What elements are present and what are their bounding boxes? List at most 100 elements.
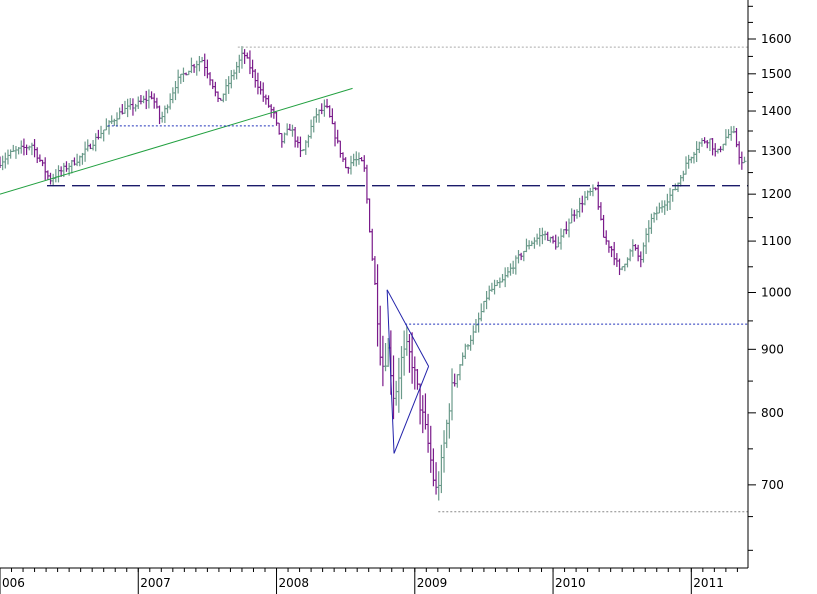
ohlc-bar [676, 182, 681, 193]
ohlc-bar [107, 120, 112, 135]
ohlc-bar [479, 303, 484, 322]
ohlc-bar [644, 228, 649, 255]
ohlc-bar [250, 59, 255, 78]
y-tick-label: 700 [761, 478, 784, 492]
ohlc-bar [487, 285, 492, 301]
ohlc-bar [237, 54, 242, 73]
ohlc-bar [32, 139, 37, 158]
ohlc-bar [511, 260, 516, 274]
ohlc-bar [564, 221, 569, 235]
ohlc-bar [362, 155, 367, 172]
ohlc-bar [691, 151, 696, 164]
ohlc-bar [582, 191, 587, 206]
ohlc-bar [439, 444, 444, 494]
plot-area [0, 46, 747, 501]
ohlc-bar [208, 72, 213, 86]
ohlc-bar [396, 357, 401, 413]
ohlc-bar [130, 98, 135, 116]
ohlc-bar [80, 152, 85, 165]
ohlc-bar [96, 129, 101, 140]
ohlc-bar [229, 70, 234, 89]
ohlc-bar [343, 157, 348, 169]
ohlc-bar [114, 112, 119, 127]
ohlc-bar [274, 111, 279, 126]
ohlc-bar [269, 104, 274, 118]
x-tick-label: 006 [2, 576, 25, 590]
ohlc-bar [535, 233, 540, 245]
ohlc-bar [160, 111, 165, 123]
ohlc-bar [0, 156, 2, 168]
ohlc-bar [29, 142, 34, 156]
ohlc-bar [556, 236, 561, 248]
ohlc-bar [173, 81, 178, 101]
ohlc-bar [3, 152, 8, 169]
ohlc-bar [450, 368, 455, 421]
ohlc-bar [53, 169, 58, 183]
x-tick-label: 2008 [279, 576, 310, 590]
ohlc-bar [489, 282, 494, 292]
ohlc-bar [255, 72, 260, 95]
ohlc-bar [622, 263, 627, 272]
ohlc-bar [699, 138, 704, 147]
ohlc-bar [521, 250, 526, 262]
ohlc-bar [19, 140, 24, 154]
ohlc-bar [410, 332, 415, 384]
ohlc-bar [117, 107, 122, 120]
ohlc-bar [606, 240, 611, 253]
ohlc-bar [231, 69, 236, 80]
ohlc-bar [319, 103, 324, 115]
ohlc-bar [465, 343, 470, 350]
y-tick-label: 1200 [761, 187, 792, 201]
ohlc-bar [45, 170, 50, 180]
ohlc-bar [418, 383, 423, 425]
ohlc-bar [721, 143, 726, 151]
ohlc-bar [447, 403, 452, 439]
ohlc-bar [277, 122, 282, 135]
ohlc-bar [649, 213, 654, 234]
ohlc-bar [13, 145, 18, 159]
ohlc-bar [24, 144, 29, 156]
ohlc-bar [83, 141, 88, 162]
ohlc-bar [239, 46, 244, 69]
x-tick-label: 2011 [693, 576, 724, 590]
ohlc-bar [380, 335, 385, 387]
ohlc-bar [104, 118, 109, 131]
y-tick-label: 900 [761, 342, 784, 356]
ohlc-bar [170, 87, 175, 104]
ohlc-bar [617, 258, 622, 276]
ohlc-bar [5, 149, 10, 165]
ohlc-bar [739, 151, 744, 170]
ohlc-bar [56, 165, 61, 183]
ohlc-bar [537, 227, 542, 247]
ohlc-bar [181, 67, 186, 82]
y-tick-label: 1100 [761, 234, 792, 248]
ohlc-bar [729, 126, 734, 141]
ohlc-bar [194, 60, 199, 76]
ohlc-bar [543, 230, 548, 241]
ohlc-bar [407, 334, 412, 373]
ohlc-bar [516, 250, 521, 264]
ohlc-bar [101, 129, 106, 142]
ohlc-bar [492, 279, 497, 295]
ohlc-bar [322, 99, 327, 117]
ohlc-bar [370, 228, 375, 261]
ohlc-bar [75, 153, 80, 167]
ohlc-bar [226, 76, 231, 94]
chart-annotations [0, 46, 748, 513]
ohlc-bar [633, 244, 638, 251]
ohlc-bar [402, 330, 407, 376]
ohlc-bar [165, 104, 170, 114]
ohlc-bar [37, 154, 42, 163]
ohlc-bar [577, 197, 582, 218]
ohlc-bar [99, 125, 104, 139]
ohlc-bar [367, 198, 372, 233]
ohlc-bar [224, 79, 229, 101]
ohlc-bar [213, 81, 218, 97]
ohlc-bar [51, 173, 56, 187]
ohlc-bar [551, 235, 556, 244]
ohlc-bar [298, 136, 303, 158]
ohlc-bar [726, 129, 731, 139]
ohlc-bar [258, 81, 263, 95]
ohlc-bar [567, 218, 572, 238]
